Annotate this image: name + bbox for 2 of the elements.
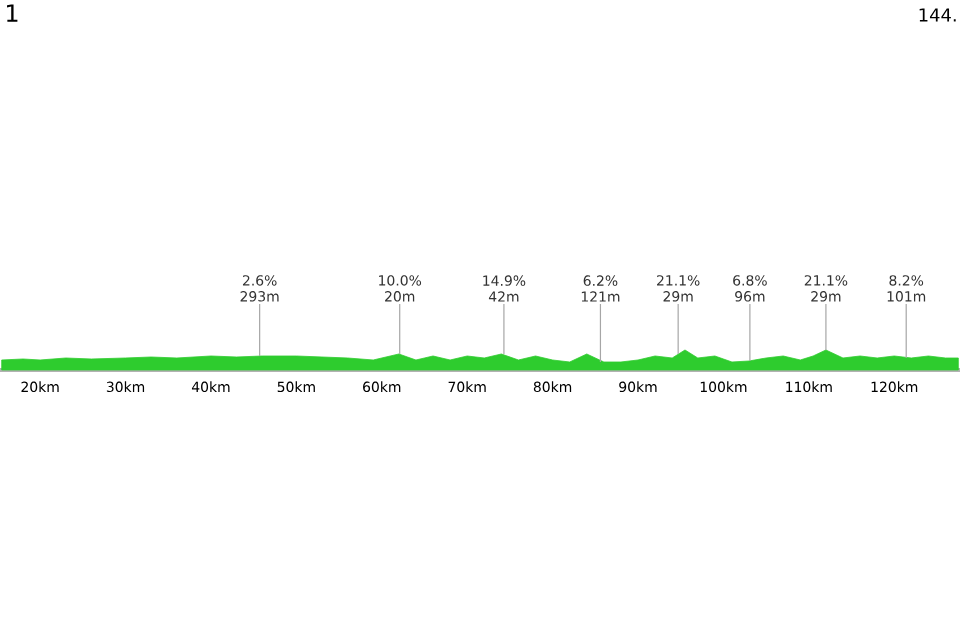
text: 1 [7,4,18,22]
text: 144. [919,8,956,22]
